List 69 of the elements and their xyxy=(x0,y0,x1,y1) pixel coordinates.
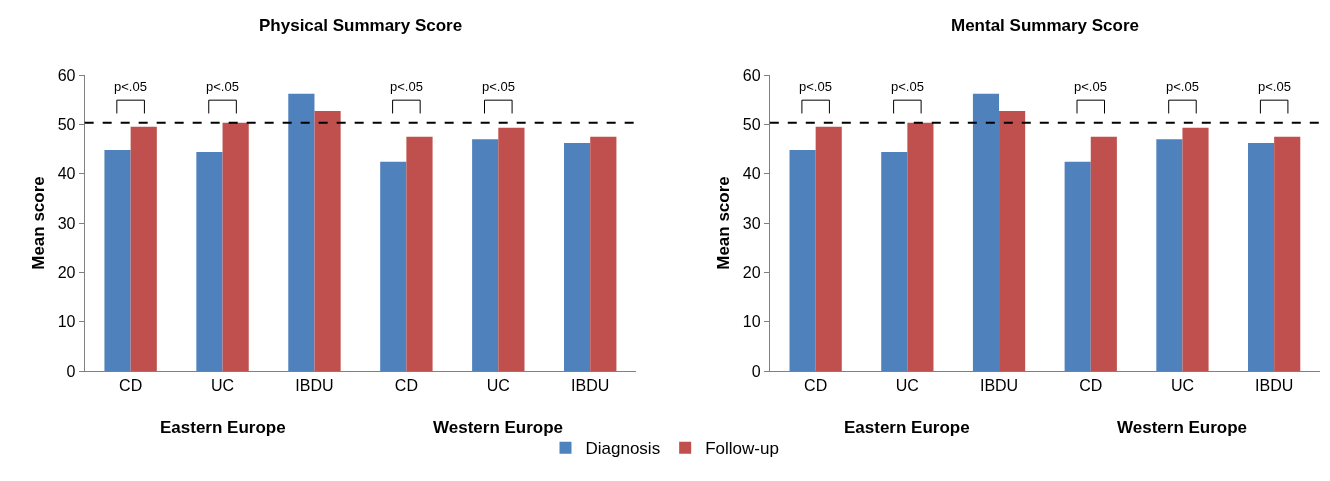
text: Eastern Europe xyxy=(160,418,286,437)
x-tick-label: CD xyxy=(119,377,143,395)
x-tick-label: IBDU xyxy=(1255,377,1294,395)
bar xyxy=(564,143,591,371)
y-tick-label: 10 xyxy=(57,313,76,331)
bar xyxy=(314,111,341,371)
x-tick-label: UC xyxy=(211,377,235,395)
y-tick-label: 20 xyxy=(57,263,76,281)
bar xyxy=(1156,139,1183,371)
y-tick-label: 10 xyxy=(742,313,761,331)
bar xyxy=(104,149,131,371)
text: Western Europe xyxy=(1117,418,1248,437)
x-tick-label: IBDU xyxy=(295,377,334,395)
bar xyxy=(815,126,842,371)
x-tick-label: CD xyxy=(394,377,418,395)
bar xyxy=(288,93,315,371)
y-tick-label: 40 xyxy=(742,165,761,183)
bar xyxy=(406,136,433,371)
legend-label: Diagnosis xyxy=(585,439,661,459)
y-tick-label: 30 xyxy=(57,214,76,232)
bar xyxy=(1274,136,1301,371)
annotation: p<.05 xyxy=(891,79,924,94)
bar xyxy=(1090,136,1117,371)
annotation: p<.05 xyxy=(482,79,515,94)
bar xyxy=(130,126,157,371)
bar xyxy=(196,151,223,371)
chart-title: Mental Summary Score xyxy=(951,16,1140,35)
x-tick-label: CD xyxy=(804,377,828,395)
bar xyxy=(1182,127,1209,371)
text: Eastern Europe xyxy=(844,418,970,437)
bar xyxy=(972,93,1000,371)
y-tick-label: 0 xyxy=(751,362,761,380)
x-tick-label: UC xyxy=(1170,377,1194,395)
annotation: p<.05 xyxy=(206,79,239,94)
y-tick-label: 20 xyxy=(742,263,761,281)
annotation: p<.05 xyxy=(1074,79,1107,94)
bar xyxy=(498,127,525,371)
bar xyxy=(590,136,617,371)
annotation: p<.05 xyxy=(1258,79,1291,94)
legend-label: Follow-up xyxy=(705,439,779,459)
bar xyxy=(999,111,1026,371)
chart-title: Physical Summary Score xyxy=(259,16,463,35)
y-tick-label: 50 xyxy=(57,115,76,133)
y-tick-label: 40 xyxy=(57,165,76,183)
bar xyxy=(1248,143,1275,371)
bar xyxy=(789,149,816,371)
y-tick-label: 0 xyxy=(66,362,76,380)
y-tick-label: 30 xyxy=(742,214,761,232)
text: Western Europe xyxy=(433,418,564,437)
annotation: p<.05 xyxy=(390,79,423,94)
y-tick-label: 60 xyxy=(57,66,76,84)
x-tick-label: CD xyxy=(1079,377,1103,395)
annotation: p<.05 xyxy=(114,79,147,94)
x-tick-label: UC xyxy=(486,377,510,395)
bar xyxy=(1064,161,1091,371)
x-tick-label: IBDU xyxy=(571,377,610,395)
y-tick-label: 50 xyxy=(742,115,761,133)
bar xyxy=(881,151,908,371)
bar xyxy=(222,122,249,371)
annotation: p<.05 xyxy=(799,79,832,94)
bar xyxy=(907,122,934,371)
annotation: p<.05 xyxy=(1166,79,1199,94)
y-tick-label: 60 xyxy=(742,66,761,84)
bar xyxy=(380,161,407,371)
y-axis-title: Mean score xyxy=(29,176,49,270)
bar xyxy=(472,139,499,371)
y-axis-title: Mean score xyxy=(714,176,734,270)
x-tick-label: IBDU xyxy=(979,377,1019,395)
x-tick-label: UC xyxy=(895,377,919,395)
